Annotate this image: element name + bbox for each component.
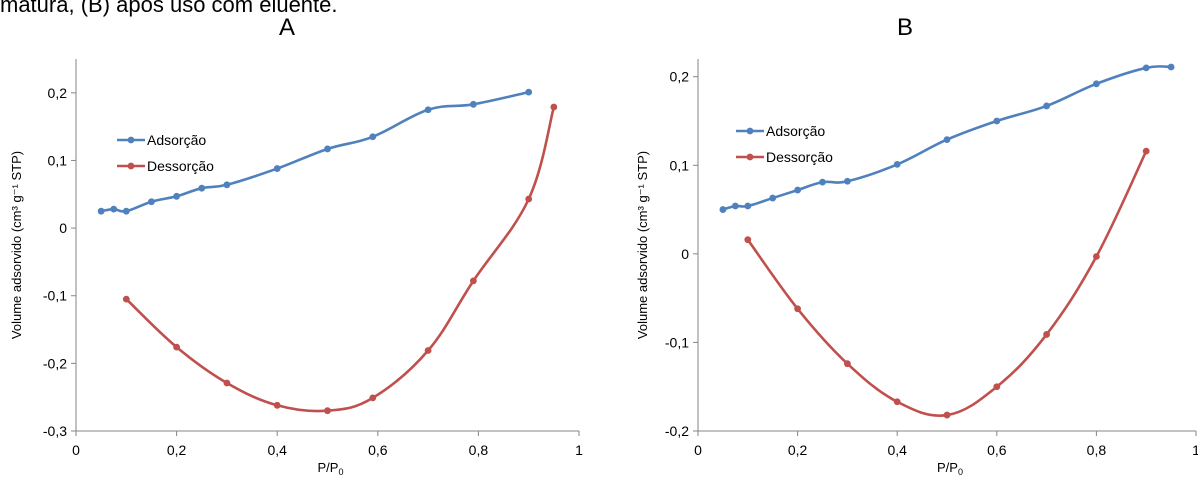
y-tick-label-a: 0,1: [48, 152, 68, 168]
y-tick-label-b: 0,2: [670, 69, 690, 85]
desorption-point-b: [1093, 253, 1100, 260]
adsorption-point-b: [719, 206, 727, 213]
y-tick-label-a: -0,3: [43, 423, 67, 439]
y-tick-label-b: 0: [681, 246, 689, 262]
legend-marker-desorption-b: [746, 153, 754, 161]
desorption-point-b: [744, 236, 752, 244]
adsorption-point-b: [1043, 102, 1050, 110]
desorption-point-b: [844, 360, 851, 368]
adsorption-point-a: [198, 184, 206, 192]
adsorption-point-b: [993, 117, 1001, 125]
adsorption-point-a: [122, 207, 130, 215]
legend-label-desorption-b: Dessorção: [766, 149, 833, 165]
adsorption-point-a: [369, 133, 377, 141]
y-tick-label-b: -0,1: [665, 334, 689, 350]
desorption-point-a: [273, 401, 281, 409]
desorption-point-a: [223, 379, 231, 387]
y-tick-label-b: 0,1: [670, 157, 690, 173]
adsorption-point-b: [819, 178, 826, 186]
desorption-point-a: [550, 103, 558, 111]
adsorption-point-b: [943, 136, 951, 144]
desorption-line-a: [125, 105, 556, 413]
x-axis-title-b: P/P0: [937, 460, 963, 477]
x-tick-label-a: 0,4: [267, 442, 287, 458]
desorption-line-b: [746, 149, 1148, 417]
adsorption-point-b: [1142, 64, 1150, 72]
adsorption-point-a: [273, 165, 281, 172]
legend-marker-desorption-a: [127, 162, 135, 170]
x-tick-label-a: 0,2: [167, 442, 187, 458]
panel-title-a: A: [279, 14, 296, 41]
legend-marker-adsorption-b: [746, 127, 754, 135]
desorption-point-a: [324, 407, 331, 415]
x-tick-label-b: 1: [1192, 442, 1198, 458]
desorption-point-b: [993, 383, 1001, 391]
adsorption-point-b: [794, 186, 801, 194]
legend-label-adsorption-a: Adsorção: [147, 132, 206, 148]
x-tick-label-a: 0,8: [469, 442, 489, 458]
desorption-point-a: [424, 347, 432, 354]
y-axis-title-b: Volume adsorvido (cm³ g⁻¹ STP): [635, 151, 650, 339]
x-tick-label-a: 0,6: [368, 442, 388, 458]
desorption-point-a: [525, 195, 533, 203]
x-axis-title-a: P/P0: [318, 460, 344, 477]
y-tick-label-a: 0,2: [48, 85, 68, 101]
x-tick-label-b: 0,4: [887, 442, 907, 458]
adsorption-point-a: [525, 88, 533, 96]
panel-title-b: B: [897, 14, 914, 41]
x-tick-label-b: 0: [694, 442, 702, 458]
x-tick-label-a: 0: [72, 442, 80, 458]
adsorption-point-b: [1167, 63, 1175, 71]
adsorption-point-a: [424, 106, 432, 114]
adsorption-point-b: [731, 202, 739, 210]
adsorption-point-a: [110, 205, 118, 213]
x-tick-label-b: 0,8: [1087, 442, 1107, 458]
y-axis-title-a: Volume adsorvido (cm³ g⁻¹ STP): [9, 151, 24, 339]
legend-label-desorption-a: Dessorção: [147, 158, 214, 174]
desorption-point-b: [1142, 147, 1150, 155]
x-tick-label-b: 0,6: [987, 442, 1007, 458]
desorption-point-b: [1043, 331, 1050, 338]
y-tick-label-a: 0: [59, 220, 67, 236]
adsorption-point-b: [744, 202, 752, 210]
legend-label-adsorption-b: Adsorção: [766, 123, 825, 139]
desorption-point-a: [122, 295, 130, 303]
x-tick-label-b: 0,2: [788, 442, 808, 458]
adsorption-point-b: [769, 194, 777, 202]
adsorption-point-b: [1093, 80, 1100, 88]
adsorption-point-a: [148, 198, 155, 206]
x-tick-label-a: 1: [575, 442, 583, 458]
desorption-point-a: [369, 394, 377, 402]
adsorption-point-a: [324, 145, 331, 153]
desorption-point-b: [794, 305, 801, 313]
desorption-point-a: [469, 277, 477, 285]
legend-marker-adsorption-a: [127, 136, 135, 144]
y-tick-label-a: -0,1: [43, 288, 67, 304]
adsorption-point-a: [97, 207, 105, 215]
adsorption-point-b: [893, 161, 901, 168]
desorption-point-b: [943, 411, 951, 419]
y-tick-label-b: -0,2: [665, 423, 689, 439]
adsorption-point-a: [173, 192, 181, 200]
figure-caption: matura, (B) após uso com eluente.: [0, 0, 338, 17]
adsorption-point-a: [223, 181, 231, 189]
desorption-point-b: [893, 398, 901, 406]
adsorption-point-a: [469, 100, 477, 108]
adsorption-line-a: [99, 90, 530, 213]
desorption-point-a: [173, 343, 181, 351]
adsorption-point-b: [844, 177, 851, 185]
y-tick-label-a: -0,2: [43, 355, 67, 371]
